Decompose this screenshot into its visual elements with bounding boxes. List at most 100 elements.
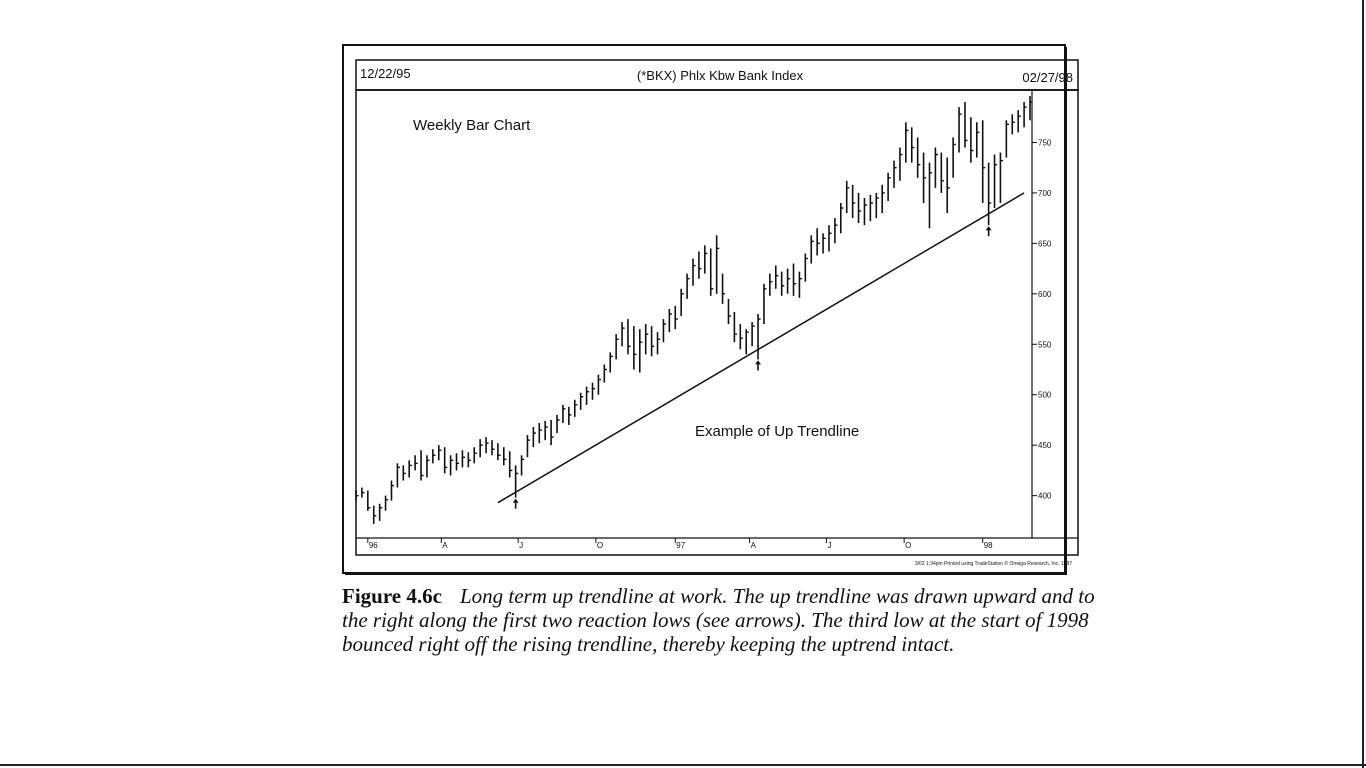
x-tick-label: A xyxy=(751,541,757,550)
reaction-low-arrow-icon xyxy=(512,498,519,509)
price-bar xyxy=(597,374,602,395)
price-bar xyxy=(822,233,826,254)
price-bar xyxy=(449,455,454,476)
price-bar xyxy=(845,180,850,214)
reaction-low-arrow-icon xyxy=(985,226,992,237)
price-bar xyxy=(769,273,773,296)
x-axis: 96 A J O 97 A J O 98 xyxy=(367,538,993,550)
price-bar xyxy=(810,235,814,264)
price-bar xyxy=(733,311,737,343)
price-bar xyxy=(910,127,915,163)
price-bar xyxy=(627,319,631,355)
price-bar xyxy=(674,305,678,330)
price-bar xyxy=(668,308,672,333)
price-bar xyxy=(851,184,856,219)
price-bar xyxy=(432,449,436,464)
price-bar xyxy=(650,326,655,357)
weekly-bar-chart-label: Weekly Bar Chart xyxy=(413,117,531,134)
price-bar xyxy=(751,322,755,347)
y-axis: 400 450 500 550 600 650 700 750 xyxy=(1032,138,1052,501)
price-bar xyxy=(828,225,832,252)
chart-frame xyxy=(342,44,1066,574)
price-bar xyxy=(786,268,791,294)
price-bar xyxy=(479,439,483,458)
price-bar xyxy=(361,487,365,498)
header-start-date: 12/22/95 xyxy=(360,66,411,81)
price-bar xyxy=(656,332,661,355)
x-tick-label: 97 xyxy=(676,541,685,550)
price-bar xyxy=(402,465,406,481)
price-bar xyxy=(709,248,714,296)
price-bar xyxy=(916,137,921,178)
reaction-low-arrow-icon xyxy=(755,360,762,371)
price-bar xyxy=(774,265,779,289)
price-bar xyxy=(467,452,471,468)
price-bar xyxy=(727,298,732,325)
up-trendline xyxy=(497,192,1025,504)
price-bar xyxy=(585,386,590,405)
price-bar xyxy=(603,364,607,383)
arrow-head xyxy=(512,498,519,503)
price-bar xyxy=(633,326,637,370)
price-bar xyxy=(355,490,359,501)
price-bar xyxy=(508,451,513,478)
price-bar xyxy=(426,455,430,478)
price-bar xyxy=(680,288,684,317)
price-bar xyxy=(443,447,448,474)
price-bar xyxy=(503,447,507,466)
price-bar xyxy=(562,404,566,423)
price-bar xyxy=(550,419,554,446)
y-tick-label: 600 xyxy=(1038,290,1052,299)
price-bar xyxy=(840,203,844,234)
price-bar xyxy=(922,152,927,203)
price-bar xyxy=(975,122,980,158)
price-bar xyxy=(834,218,838,244)
price-bar xyxy=(698,251,702,279)
price-bar xyxy=(987,162,992,226)
price-bar xyxy=(609,352,613,373)
price-bar xyxy=(780,271,785,296)
price-bar xyxy=(497,443,501,461)
price-bar xyxy=(378,503,383,521)
price-bar xyxy=(887,172,891,201)
price-bar xyxy=(638,329,643,373)
price-bar xyxy=(384,495,389,511)
price-bar xyxy=(461,450,466,468)
price-bar xyxy=(739,324,743,350)
arrow-head xyxy=(985,226,992,231)
price-bar xyxy=(804,253,808,282)
price-bar xyxy=(692,258,696,286)
price-bar xyxy=(544,420,548,441)
price-bar xyxy=(538,422,542,444)
price-bar xyxy=(940,152,944,193)
price-bar xyxy=(662,319,667,343)
y-tick-label: 500 xyxy=(1038,391,1052,400)
price-bar xyxy=(1005,120,1009,158)
price-bars xyxy=(355,96,1033,524)
price-bar xyxy=(981,120,986,203)
price-bar xyxy=(621,322,625,347)
price-bar xyxy=(899,147,903,181)
price-bar xyxy=(881,184,885,214)
price-bar xyxy=(686,273,690,299)
reaction-low-arrows xyxy=(512,226,992,509)
price-bar xyxy=(491,440,495,456)
arrow-head xyxy=(755,360,762,365)
price-bar xyxy=(946,157,950,214)
price-bar xyxy=(745,329,749,355)
x-tick-label: J xyxy=(827,541,831,550)
price-bar xyxy=(964,102,968,148)
price-bar xyxy=(1023,102,1027,128)
price-bar xyxy=(893,160,897,188)
price-bar xyxy=(721,273,726,304)
price-bar xyxy=(420,450,424,481)
price-bar xyxy=(1011,114,1015,135)
y-tick-label: 650 xyxy=(1038,239,1052,248)
price-bar xyxy=(591,382,596,400)
price-bar xyxy=(532,427,536,448)
price-bar xyxy=(857,192,862,224)
price-bar xyxy=(615,334,619,360)
price-bar xyxy=(473,447,477,464)
price-bar xyxy=(579,392,584,410)
